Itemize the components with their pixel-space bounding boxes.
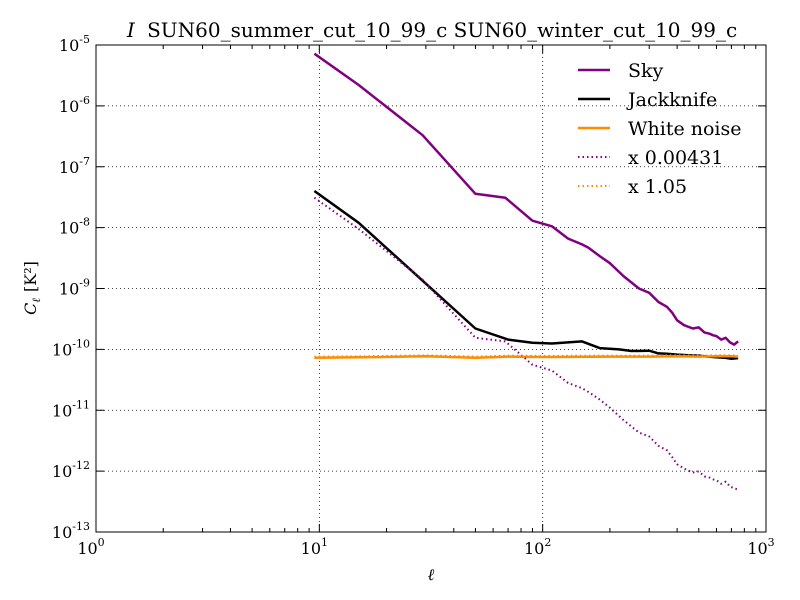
y-tick-label-exponent: -11 [72,398,90,411]
y-tick-label-exponent: -10 [72,337,90,350]
x-tick-label-exponent: 1 [321,536,328,549]
y-tick-label-base: 10 [52,462,72,481]
chart-title: I SUN60_summer_cut_10_99_c SUN60_winter_… [126,18,737,42]
legend-label-sky: Sky [628,60,664,82]
y-tick-label-base: 10 [59,158,79,177]
y-tick-label-base: 10 [52,340,72,359]
x-tick-label-base: 10 [524,539,544,558]
legend-label-x-0-00431: x 0.00431 [628,147,723,169]
y-tick-label-exponent: -8 [79,216,90,229]
y-tick-label-base: 10 [59,36,79,55]
y-tick-label: 10-7 [59,155,90,177]
y-axis-label-subscript: ℓ [30,298,43,303]
y-tick-label-base: 10 [52,523,72,542]
y-tick-label: 10-5 [59,33,90,55]
y-tick-label-exponent: -5 [79,33,90,46]
series-line-white-noise [314,355,739,359]
x-tick-label: 100 [77,536,104,558]
series-line-x-0-00431 [313,196,739,491]
x-tick-label: 102 [524,536,551,558]
x-tick-label: 103 [747,536,774,558]
x-tick-label-exponent: 0 [98,536,105,549]
y-tick-label-exponent: -9 [79,277,90,290]
y-tick-label: 10-13 [52,520,90,542]
y-tick-label: 10-11 [52,398,90,420]
x-tick-label-exponent: 2 [544,536,551,549]
y-tick-label-base: 10 [52,401,72,420]
legend-label-x-1-05: x 1.05 [628,176,687,198]
y-tick-label-base: 10 [59,219,79,238]
y-tick-label-exponent: -13 [72,520,90,533]
x-tick-label-base: 10 [747,539,767,558]
y-tick-label: 10-10 [52,337,90,359]
x-tick-label-base: 10 [77,539,97,558]
y-axis-label: Cℓ [K²] [21,261,43,315]
chart-title-italic: I [126,18,136,42]
y-axis-label-unit: [K²] [21,261,40,292]
x-axis-label: ℓ [428,565,435,584]
y-tick-label: 10-9 [59,277,90,299]
y-tick-label-exponent: -6 [79,94,90,107]
y-tick-label-exponent: -12 [72,459,90,472]
series-line-sky [313,52,739,346]
y-tick-label-base: 10 [59,280,79,299]
legend: Sky Jackknife White noise x 0.00431 x 1.05 [578,60,742,198]
y-tick-label: 10-8 [59,216,90,238]
legend-label-jackknife: Jackknife [626,89,717,111]
x-tick-labels: 100 101 102 103 [77,536,774,558]
ticks [95,44,767,533]
y-tick-label: 10-12 [52,459,90,481]
x-tick-label-exponent: 3 [768,536,775,549]
y-axis-label-main: C [21,303,40,315]
legend-label-white-noise: White noise [628,118,742,140]
y-tick-label-base: 10 [59,97,79,116]
x-tick-label-base: 10 [301,539,321,558]
y-tick-label-exponent: -7 [79,155,90,168]
x-tick-label: 101 [301,536,328,558]
series-layer [313,52,739,491]
y-tick-label: 10-6 [59,94,90,116]
chart-title-text: SUN60_summer_cut_10_99_c SUN60_winter_cu… [147,18,737,42]
